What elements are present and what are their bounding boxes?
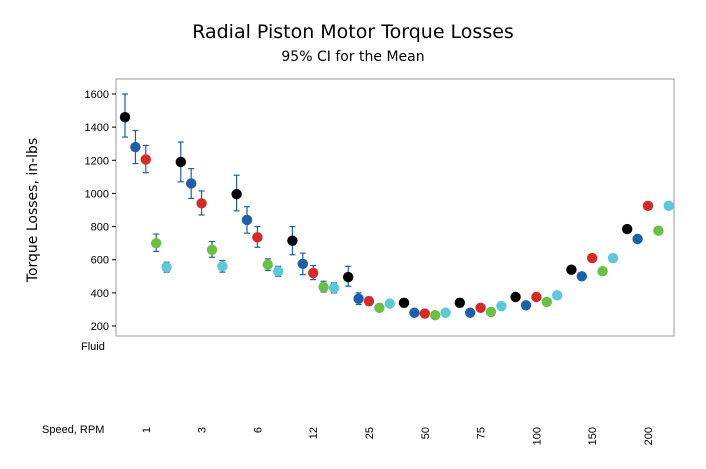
- mean-point: [566, 264, 577, 275]
- mean-point: [206, 244, 218, 255]
- x-tick-label: 6: [252, 427, 264, 433]
- mean-point: [597, 266, 608, 277]
- mean-point: [475, 302, 486, 313]
- mean-point: [576, 271, 587, 282]
- x-tick-label: 150: [587, 427, 599, 445]
- mean-point: [353, 293, 364, 304]
- mean-point: [130, 141, 141, 153]
- x-tick-label: 200: [643, 427, 655, 445]
- y-axis-ticks: 200 400 600 800 1000 1200 1400 1600: [85, 89, 116, 333]
- mean-point: [398, 297, 410, 308]
- data-points: [119, 93, 674, 321]
- mean-point: [151, 237, 162, 249]
- mean-point: [384, 298, 395, 309]
- y-axis-label: Torque Losses, in-lbs: [25, 138, 41, 283]
- mean-point: [622, 223, 633, 235]
- mean-point: [175, 156, 186, 168]
- y-tick-label: 1600: [85, 89, 109, 101]
- x-tick-label: 25: [364, 427, 376, 439]
- y-tick-label: 400: [91, 288, 109, 300]
- mean-point: [186, 178, 197, 189]
- mean-point: [409, 307, 420, 318]
- speed-row-label: Speed, RPM: [42, 424, 104, 436]
- x-tick-label: 3: [197, 427, 209, 433]
- mean-point: [454, 297, 465, 308]
- plot-frame: [115, 78, 675, 337]
- mean-point: [465, 307, 476, 318]
- x-axis-ticks: 1 3 6 12 25 50 75 100 150 200: [141, 427, 655, 445]
- x-tick-label: 1: [141, 427, 153, 433]
- mean-point: [430, 310, 441, 321]
- mean-point: [520, 300, 532, 311]
- mean-point: [440, 307, 451, 318]
- mean-point: [374, 302, 385, 313]
- chart-subtitle: 95% CI for the Mean: [281, 49, 424, 65]
- mean-point: [496, 300, 507, 312]
- mean-point: [217, 261, 228, 272]
- mean-point: [196, 198, 207, 209]
- y-tick-label: 600: [91, 255, 109, 267]
- mean-point: [262, 259, 273, 270]
- x-tick-label: 100: [531, 427, 543, 445]
- y-tick-label: 200: [91, 321, 109, 333]
- mean-point: [419, 308, 430, 319]
- mean-point: [273, 266, 284, 277]
- mean-point: [632, 233, 643, 245]
- mean-point: [231, 189, 242, 200]
- mean-point: [328, 282, 340, 294]
- mean-point: [552, 290, 563, 301]
- mean-point: [318, 281, 329, 293]
- y-tick-label: 1000: [85, 188, 109, 200]
- x-tick-label: 50: [420, 427, 432, 439]
- mean-point: [531, 291, 542, 303]
- x-tick-label: 75: [476, 427, 488, 439]
- mean-point: [343, 271, 354, 283]
- mean-point: [287, 235, 298, 246]
- fluid-row-label: Fluid: [81, 341, 105, 353]
- mean-point: [587, 252, 598, 264]
- x-tick-label: 12: [308, 427, 320, 439]
- mean-point: [252, 232, 263, 243]
- mean-point: [607, 252, 619, 264]
- mean-point: [642, 200, 654, 212]
- mean-point: [663, 200, 674, 212]
- mean-point: [119, 112, 131, 123]
- mean-point: [297, 258, 308, 270]
- mean-point: [653, 225, 664, 236]
- mean-point: [140, 154, 151, 165]
- mean-point: [308, 267, 319, 279]
- mean-point: [485, 306, 497, 318]
- chart-title: Radial Piston Motor Torque Losses: [192, 21, 514, 43]
- y-tick-label: 800: [91, 222, 109, 234]
- y-tick-label: 1400: [85, 122, 109, 134]
- mean-point: [241, 214, 253, 226]
- mean-point: [510, 291, 521, 303]
- mean-point: [541, 296, 552, 308]
- mean-point: [161, 261, 172, 273]
- mean-point: [363, 295, 375, 307]
- y-tick-label: 1200: [85, 155, 109, 167]
